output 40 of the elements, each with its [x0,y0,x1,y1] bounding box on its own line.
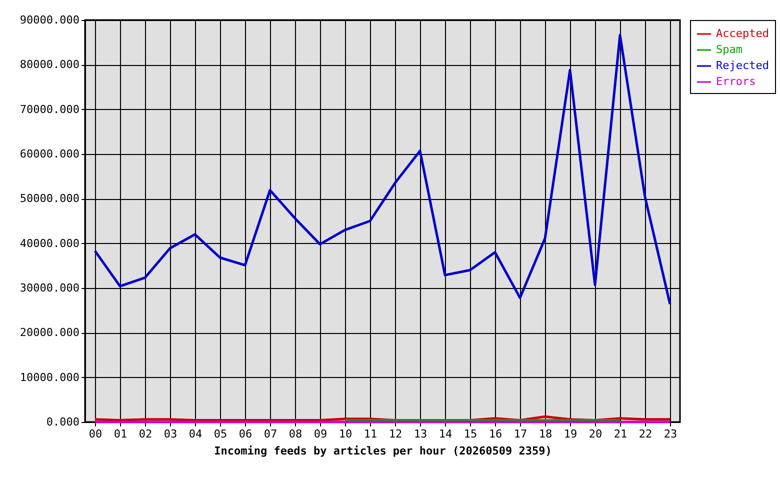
legend-label: Errors [716,75,756,88]
x-tick-label: 10 [338,428,352,440]
y-tick-label: 40000.000 [20,236,80,250]
x-tick-label: 22 [638,428,652,440]
legend-label: Spam [716,43,743,56]
x-tick-label: 06 [238,428,252,440]
y-tick-label: 0.000 [46,416,80,428]
y-tick-label: 70000.000 [20,102,80,116]
x-tick-label: 20 [588,428,602,440]
x-tick-label: 00 [88,428,102,440]
x-tick-label: 17 [514,428,528,440]
x-tick-label: 23 [664,428,678,440]
y-tick-label: 90000.000 [20,14,80,26]
x-tick-label: 05 [214,428,228,440]
y-tick-label: 60000.000 [20,148,80,160]
x-tick-label: 19 [564,428,578,440]
x-axis-title: Incoming feeds by articles per hour (20260509 2359) [214,444,552,458]
y-tick-label: 30000.000 [20,282,80,294]
y-tick-label: 20000.000 [20,326,80,340]
x-tick-label: 16 [488,428,502,440]
x-tick-label: 11 [364,428,378,440]
x-tick-label: 04 [188,428,202,440]
y-tick-label: 50000.000 [20,192,80,206]
x-tick-label: 13 [414,428,428,440]
x-tick-label: 07 [264,428,278,440]
x-tick-label: 09 [314,428,328,440]
legend-label: Accepted [716,27,769,40]
x-tick-label: 12 [388,428,402,440]
x-tick-label: 02 [138,428,152,440]
y-tick-label: 10000.000 [20,370,80,384]
x-tick-label: 15 [464,428,478,440]
x-tick-label: 21 [614,428,628,440]
y-tick-label: 80000.000 [20,58,80,72]
line-series [94,34,672,306]
x-tick-label: 14 [438,428,452,440]
x-tick-label: 18 [538,428,552,440]
x-tick-label: 08 [288,428,302,440]
x-tick-label: 03 [164,428,178,440]
legend-label: Rejected [716,59,769,72]
x-tick-label: 01 [114,428,128,440]
